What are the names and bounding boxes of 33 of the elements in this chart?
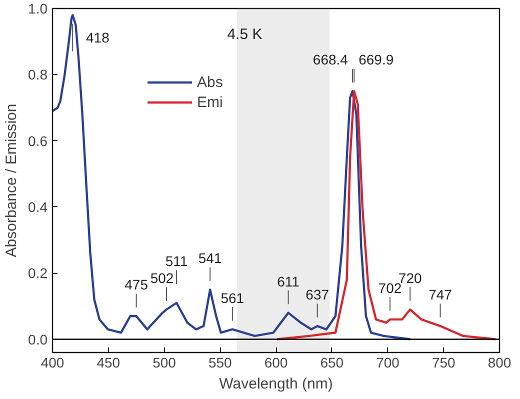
annotation: 747 [428,286,452,303]
annotation: 418 [86,29,110,46]
y-tick-label: 0.4 [28,198,48,215]
annotation: 502 [150,270,174,286]
annotation: 611 [277,273,300,290]
line-series [276,90,497,340]
annotation: 669.9 [358,52,394,68]
x-tick-label: 450 [96,354,120,370]
x-tick-label: 700 [376,354,400,370]
annotation: 475 [124,276,148,293]
annotation: 637 [306,286,330,303]
x-tick-label: 800 [488,354,512,370]
legend-label: Emi [197,94,223,110]
x-tick-label: 650 [320,354,344,370]
x-tick-label: 500 [152,354,176,370]
annotation: 561 [220,290,244,306]
x-tick-label: 400 [40,354,64,370]
annotation: 4.5 K [227,26,262,43]
x-tick-label: 600 [264,354,288,370]
y-tick-label: 0.6 [28,132,48,149]
x-axis-title: Wavelength (nm) [219,376,333,392]
x-tick-label: 750 [432,354,456,370]
y-tick-label: 1.0 [28,0,48,16]
x-tick-label: 550 [208,354,232,370]
y-tick-label: 0.0 [28,331,48,348]
annotation: 541 [198,250,222,266]
y-axis-title: Absorbance / Emission [3,104,20,258]
annotation: 511 [165,253,188,270]
annotation: 668.4 [312,52,348,68]
legend-label: Abs [197,74,223,90]
y-tick-label: 0.2 [28,265,48,282]
annotation: 702 [378,280,402,296]
y-tick-label: 0.8 [28,66,48,83]
